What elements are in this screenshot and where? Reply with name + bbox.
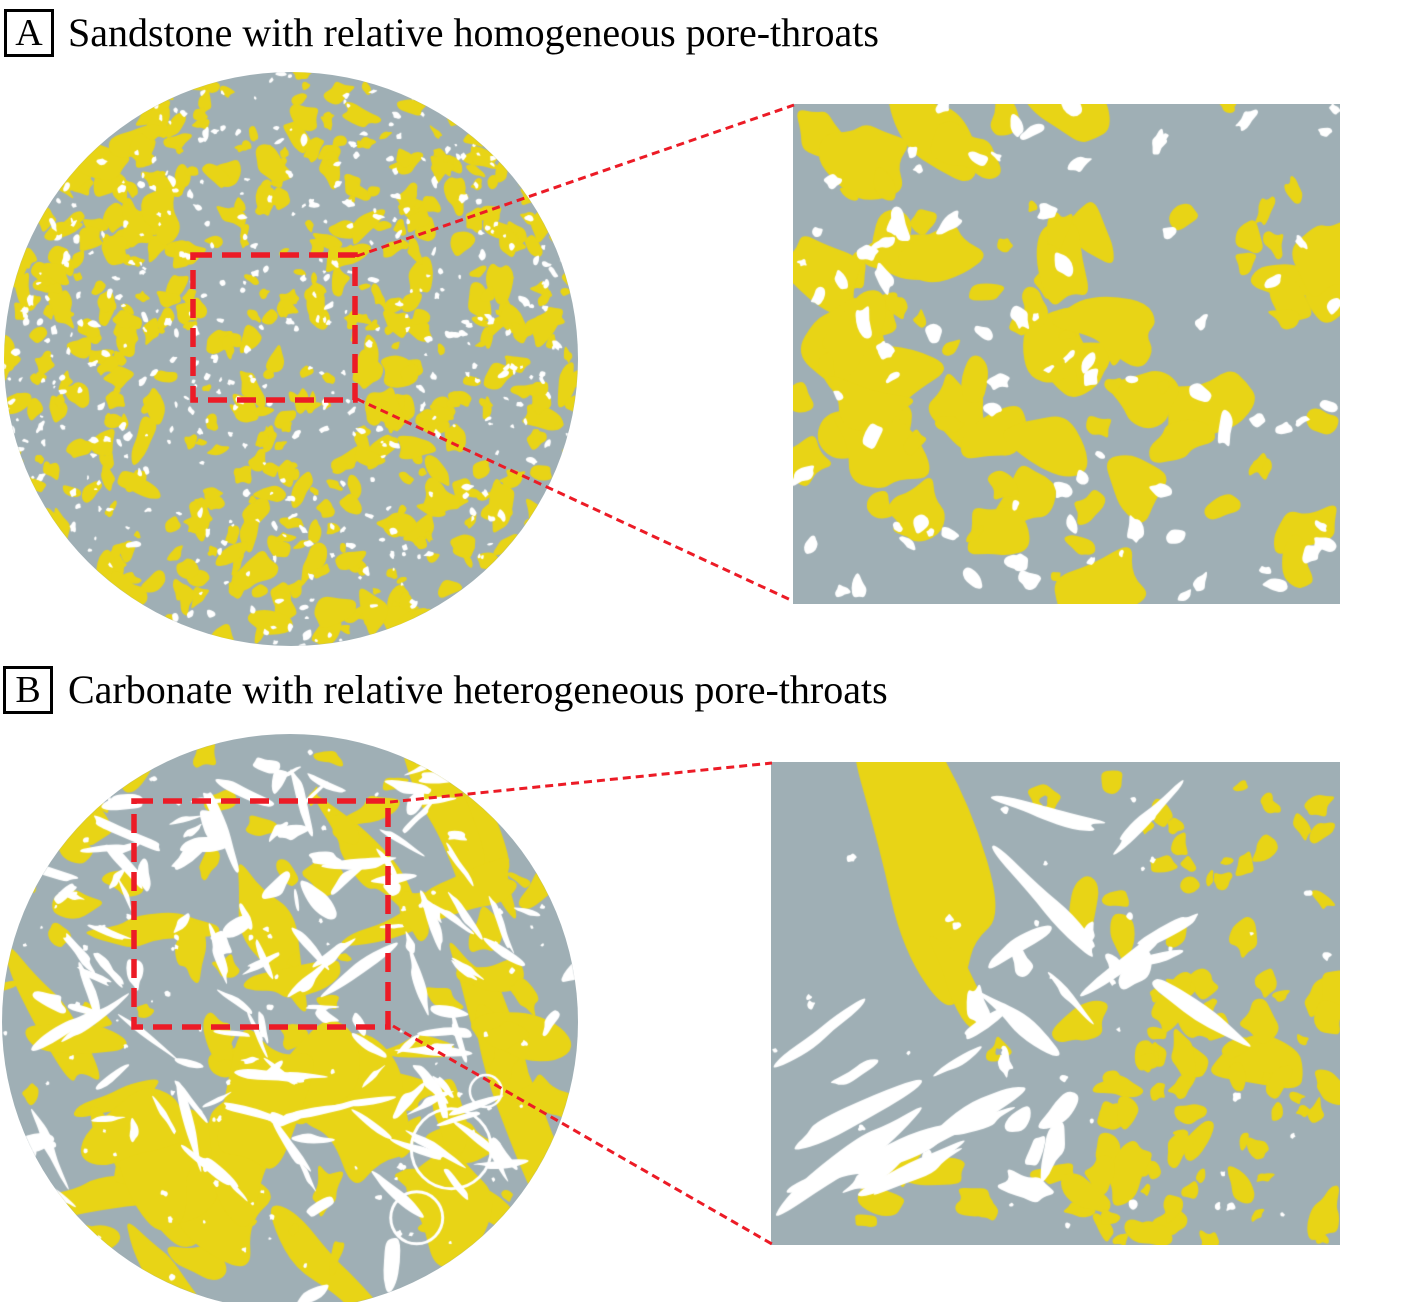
panel-b-label: B — [15, 669, 41, 711]
panel-b-label-box: B — [3, 666, 53, 714]
core-sample-a-image — [4, 72, 578, 646]
zoom-view-a-image — [793, 104, 1340, 604]
panel-a-caption: Sandstone with relative homogeneous pore… — [68, 10, 879, 55]
core-sample-b-image — [2, 734, 578, 1302]
panel-a-label: A — [15, 12, 43, 54]
panel-b-caption: Carbonate with relative heterogeneous po… — [68, 667, 888, 712]
zoom-view-b-image — [771, 762, 1340, 1245]
panel-a-label-box: A — [4, 9, 54, 57]
